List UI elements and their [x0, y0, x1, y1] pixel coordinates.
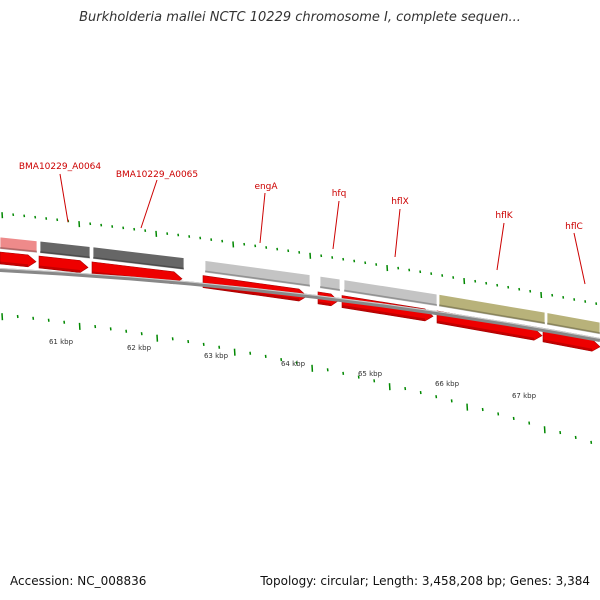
- feature-box-light: [204, 259, 311, 288]
- map-title: Burkholderia mallei NCTC 10229 chromosom…: [79, 10, 521, 25]
- gene-label-enga[interactable]: engA: [254, 182, 278, 192]
- cds-arrow-shadow: [543, 339, 592, 352]
- gene-label-leader: [496, 222, 505, 271]
- cds-arrow-track: [0, 251, 600, 352]
- feature-box-dark-shadow: [40, 251, 90, 259]
- genome-summary-text: Topology: circular; Length: 3,458,208 bp…: [260, 574, 590, 588]
- tick-marks: [1, 212, 598, 444]
- kbp-label-63: 63 kbp: [204, 352, 229, 360]
- feature-track: [0, 236, 600, 335]
- feature-box-olive-shadow: [439, 304, 545, 325]
- gene-label-leader: [573, 232, 586, 285]
- gene-label-leader: [394, 208, 401, 258]
- chromosome-backbone-highlight: [0, 268, 600, 339]
- feature-box-olive: [546, 312, 600, 335]
- gene-label-leader: [259, 192, 266, 244]
- feature-box-olive-shadow: [547, 322, 600, 335]
- feature-box-light-shadow: [205, 270, 310, 287]
- gene-label-leader: [332, 200, 340, 250]
- gene-labels: BMA10229_A0064 BMA10229_A0065 engA hfq h…: [19, 162, 586, 285]
- kbp-label-66: 66 kbp: [435, 380, 460, 388]
- kbp-label-62: 62 kbp: [127, 344, 152, 352]
- kbp-axis-labels: 61 kbp 62 kbp 63 kbp 64 kbp 65 kbp 66 kb…: [49, 338, 537, 400]
- cds-arrow-shadow: [437, 320, 534, 341]
- feature-box-light: [319, 275, 341, 292]
- gene-label-leader: [59, 173, 69, 223]
- cds-arrow: [0, 251, 37, 268]
- feature-box-pink-shadow: [0, 247, 37, 253]
- cds-arrow-shadow: [39, 265, 80, 273]
- gene-label-hfq[interactable]: hfq: [332, 189, 347, 199]
- gene-label-hflc[interactable]: hflC: [565, 222, 583, 232]
- cds-arrow-shadow: [203, 285, 299, 302]
- cds-arrow-shadow: [0, 261, 28, 267]
- kbp-label-65: 65 kbp: [358, 370, 383, 378]
- feature-box-pink: [0, 236, 38, 254]
- feature-box-light: [343, 279, 438, 307]
- gene-label-leader: [140, 179, 158, 229]
- gene-label-bma10229-a0065[interactable]: BMA10229_A0065: [116, 170, 198, 180]
- gene-label-bma10229-a0064[interactable]: BMA10229_A0064: [19, 162, 102, 172]
- feature-box-light-shadow: [320, 286, 340, 292]
- gene-label-hflx[interactable]: hflX: [391, 197, 409, 207]
- gene-label-hflk[interactable]: hflK: [495, 211, 513, 221]
- cds-arrow: [38, 255, 89, 273]
- feature-box-olive: [438, 293, 546, 325]
- cds-arrow-shadow: [318, 301, 331, 306]
- feature-box-light-shadow: [344, 289, 437, 307]
- cds-arrow-shadow: [342, 305, 425, 321]
- feature-box-dark: [39, 240, 91, 260]
- feature-box-dark-shadow: [93, 256, 184, 270]
- kbp-label-61: 61 kbp: [49, 338, 74, 346]
- kbp-label-67: 67 kbp: [512, 392, 537, 400]
- feature-box-dark: [92, 246, 185, 271]
- chromosome-backbone: [0, 268, 600, 342]
- kbp-label-64: 64 kbp: [281, 360, 306, 368]
- accession-text: Accession: NC_008836: [10, 574, 147, 588]
